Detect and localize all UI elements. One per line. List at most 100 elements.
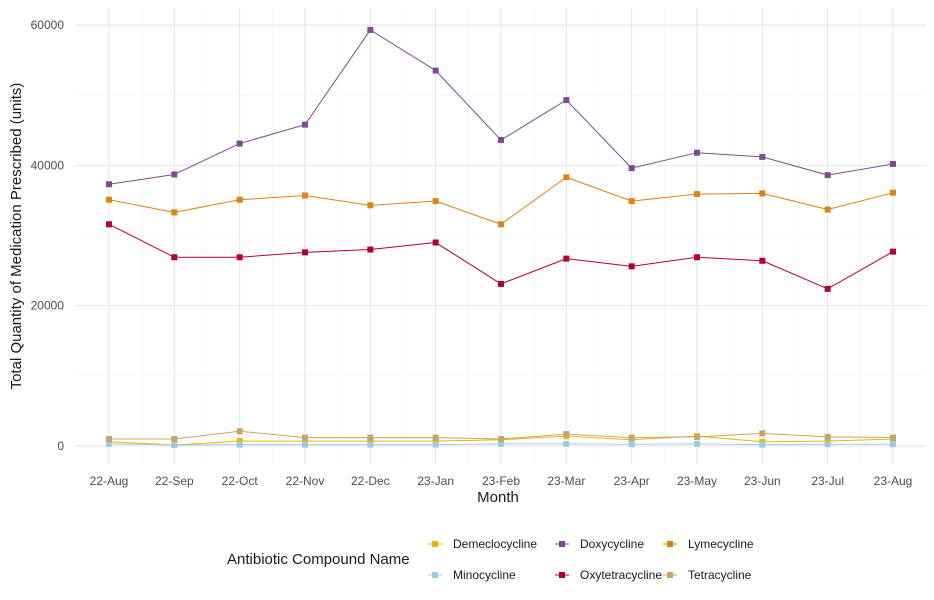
data-point-oxytetracycline [432, 239, 439, 246]
data-point-lymecycline [628, 198, 635, 205]
data-point-doxycycline [759, 153, 766, 160]
data-point-doxycycline [498, 137, 504, 144]
data-point-oxytetracycline [759, 257, 766, 264]
data-point-minocycline [171, 441, 178, 448]
data-point-oxytetracycline [694, 254, 700, 261]
data-point-lymecycline [759, 190, 766, 197]
x-tick-label: 22-Dec [351, 474, 390, 488]
data-point-minocycline [432, 441, 439, 448]
x-tick-label: 22-Oct [222, 474, 259, 488]
data-point-oxytetracycline [563, 255, 570, 262]
data-point-oxytetracycline [890, 248, 896, 255]
data-point-oxytetracycline [106, 221, 112, 228]
data-point-oxytetracycline [367, 246, 374, 253]
axis-layer: 0 20000 40000 60000 22-Aug 22-Sep 22-Oct 22-Nov… [31, 18, 913, 488]
data-point-demeclocycline [432, 438, 439, 445]
legend-label: Doxycycline [580, 537, 644, 551]
data-point-lymecycline [106, 196, 112, 203]
x-tick-label: 23-May [677, 474, 717, 488]
legend-item-tetracycline: Tetracycline [663, 568, 752, 582]
data-point-tetracycline [106, 435, 112, 442]
series-oxytetracycline [106, 221, 896, 292]
data-point-lymecycline [432, 198, 439, 205]
series-lymecycline [106, 174, 896, 228]
x-axis-title: Month [477, 489, 519, 506]
data-point-doxycycline [367, 26, 374, 33]
data-point-demeclocycline [302, 438, 308, 445]
x-tick-label: 23-Apr [614, 474, 650, 488]
data-point-oxytetracycline [302, 249, 308, 256]
legend-label: Oxytetracycline [580, 568, 662, 582]
data-point-doxycycline [628, 165, 635, 172]
data-point-doxycycline [824, 172, 831, 179]
x-tick-label: 23-Mar [547, 474, 585, 488]
legend-title: Antibiotic Compound Name [227, 551, 410, 568]
data-point-oxytetracycline [236, 254, 243, 261]
data-point-minocycline [563, 440, 570, 447]
data-point-tetracycline [302, 434, 308, 441]
series-doxycycline [106, 26, 896, 188]
data-point-oxytetracycline [628, 263, 635, 270]
data-point-minocycline [759, 441, 766, 448]
y-tick-label: 60000 [31, 18, 65, 32]
data-point-doxycycline [890, 160, 896, 167]
data-point-tetracycline [759, 430, 766, 437]
data-point-doxycycline [302, 121, 308, 128]
x-tick-label: 23-Jun [744, 474, 781, 488]
data-point-minocycline [628, 441, 635, 448]
x-tick-label: 22-Nov [286, 474, 325, 488]
legend-item-minocycline: Minocycline [428, 568, 516, 582]
data-point-lymecycline [367, 202, 374, 209]
data-point-doxycycline [694, 149, 700, 156]
legend-label: Tetracycline [688, 568, 752, 582]
data-point-tetracycline [367, 434, 374, 441]
data-point-tetracycline [171, 435, 178, 442]
legend-label: Minocycline [453, 568, 516, 582]
legend-key-marker [432, 572, 438, 578]
legend-key-marker [559, 572, 565, 578]
data-point-minocycline [106, 440, 112, 447]
data-point-doxycycline [171, 171, 178, 178]
x-tick-label: 23-Jan [417, 474, 454, 488]
legend-label: Lymecycline [688, 537, 754, 551]
x-tick-label: 23-Jul [811, 474, 844, 488]
data-point-oxytetracycline [171, 254, 178, 261]
legend: Antibiotic Compound Name Demeclocycline D… [227, 537, 754, 582]
data-point-oxytetracycline [824, 285, 831, 292]
data-point-doxycycline [236, 140, 243, 147]
x-tick-label: 23-Feb [482, 474, 520, 488]
data-point-tetracycline [236, 428, 243, 435]
data-point-tetracycline [694, 433, 700, 440]
grid-layer [75, 8, 926, 464]
data-point-lymecycline [302, 192, 308, 199]
data-point-oxytetracycline [498, 280, 504, 287]
data-point-lymecycline [694, 191, 700, 198]
data-point-demeclocycline [236, 438, 243, 445]
x-tick-label: 23-Aug [874, 474, 913, 488]
data-point-minocycline [890, 441, 896, 448]
x-tick-label: 22-Aug [90, 474, 129, 488]
series-tetracycline [106, 428, 896, 442]
series-layer [106, 26, 896, 448]
y-tick-label: 0 [57, 439, 64, 453]
data-point-minocycline [694, 440, 700, 447]
series-minocycline [106, 440, 896, 448]
legend-item-oxytetracycline: Oxytetracycline [555, 568, 662, 582]
data-point-tetracycline [563, 431, 570, 438]
data-point-tetracycline [498, 435, 504, 442]
data-point-demeclocycline [824, 438, 831, 445]
data-point-lymecycline [824, 206, 831, 213]
data-point-lymecycline [563, 174, 570, 181]
data-point-lymecycline [236, 196, 243, 203]
data-point-doxycycline [563, 97, 570, 104]
data-point-tetracycline [432, 434, 439, 441]
x-tick-label: 22-Sep [155, 474, 194, 488]
legend-key-marker [667, 572, 673, 578]
y-tick-label: 40000 [31, 158, 65, 172]
legend-item-lymecycline: Lymecycline [663, 537, 754, 551]
legend-key-marker [667, 541, 673, 547]
legend-item-demeclocycline: Demeclocycline [428, 537, 537, 551]
